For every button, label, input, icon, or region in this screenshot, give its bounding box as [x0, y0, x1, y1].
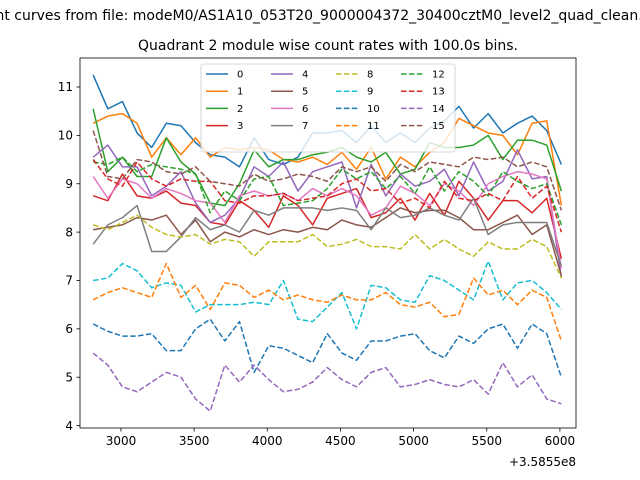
x-tick-label: 3000	[106, 434, 137, 448]
legend-label-15: 15	[432, 121, 445, 132]
series-line-12	[93, 156, 563, 226]
y-tick-label: 7	[65, 274, 73, 288]
legend-label-7: 7	[302, 121, 308, 132]
y-tick-label: 5	[65, 370, 73, 384]
series-line-15	[92, 130, 563, 211]
x-axis-offset-label: +3.5855e8	[509, 455, 576, 469]
x-tick-label: 4000	[252, 434, 283, 448]
legend-label-10: 10	[367, 104, 380, 115]
y-axis: 4 5 6 7 8 9 10 11	[58, 80, 80, 433]
x-tick-label: 4500	[325, 434, 356, 448]
series-line-8	[92, 214, 563, 279]
series-line-11	[92, 262, 563, 342]
legend-label-13: 13	[432, 87, 445, 98]
legend-frame	[200, 63, 456, 153]
y-tick-label: 10	[58, 129, 73, 143]
legend-label-0: 0	[237, 70, 243, 81]
legend-label-9: 9	[367, 87, 373, 98]
series-line-9	[93, 260, 562, 330]
legend-label-8: 8	[367, 70, 373, 81]
legend-label-6: 6	[302, 104, 308, 115]
legend-label-12: 12	[432, 70, 445, 81]
x-tick-label: 5000	[398, 434, 429, 448]
legend-label-3: 3	[237, 121, 243, 132]
series-line-13	[92, 159, 563, 233]
y-tick-label: 11	[58, 80, 73, 94]
figure-suptitle: Light curves from file: modeM0/AS1A10_05…	[0, 8, 640, 24]
axes-frame	[79, 57, 577, 429]
y-tick-label: 4	[65, 419, 73, 433]
legend-label-14: 14	[432, 104, 445, 115]
y-tick-label: 6	[65, 322, 73, 336]
series-line-3	[92, 173, 563, 259]
series-line-5	[93, 207, 563, 276]
legend-label-1: 1	[237, 87, 243, 98]
x-axis: 3000 3500 4000 4500 5000 5500 6000	[106, 428, 575, 448]
series-line-10	[92, 318, 563, 378]
legend-label-2: 2	[237, 104, 243, 115]
series-line-7	[92, 197, 563, 267]
chart-title: Quadrant 2 module wise count rates with …	[138, 38, 518, 54]
x-tick-label: 3500	[179, 434, 210, 448]
series-line-14	[92, 352, 562, 412]
legend-label-5: 5	[302, 87, 308, 98]
y-tick-label: 9	[65, 177, 73, 191]
series-line-4	[92, 144, 563, 279]
series-line-1	[92, 112, 563, 206]
x-tick-label: 5500	[471, 434, 502, 448]
x-tick-label: 6000	[545, 434, 576, 448]
y-tick-label: 8	[65, 225, 73, 239]
legend-label-11: 11	[367, 121, 380, 132]
legend-label-4: 4	[302, 70, 308, 81]
